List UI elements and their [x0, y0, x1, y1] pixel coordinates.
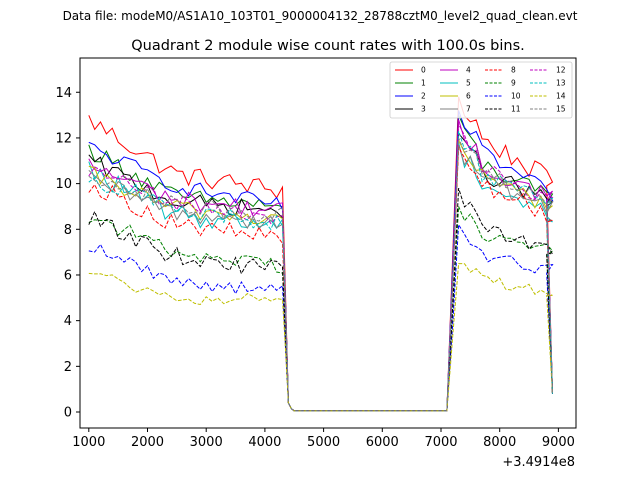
legend-label-14: 14 [556, 92, 566, 101]
legend-label-4: 4 [466, 66, 471, 75]
legend-label-3: 3 [421, 105, 426, 114]
x-tick-label: 2000 [131, 435, 164, 450]
x-tick-label: 5000 [307, 435, 340, 450]
legend-frame [389, 61, 573, 119]
x-tick-label: 7000 [424, 435, 457, 450]
legend-label-15: 15 [556, 105, 566, 114]
y-tick-label: 0 [64, 406, 72, 421]
y-tick-label: 4 [64, 314, 72, 329]
legend-label-13: 13 [556, 79, 566, 88]
legend-label-8: 8 [511, 66, 516, 75]
y-tick-label: 2 [64, 360, 72, 375]
chart-title: Quadrant 2 module wise count rates with … [131, 38, 525, 54]
series-line-14 [88, 263, 553, 412]
y-tick-label: 12 [55, 131, 72, 146]
legend-label-6: 6 [466, 92, 471, 101]
legend-label-0: 0 [421, 66, 426, 75]
y-tick-label: 6 [64, 268, 72, 283]
legend-label-1: 1 [421, 79, 426, 88]
figure-suptitle: Data file: modeM0/AS1A10_103T01_90000041… [63, 9, 578, 23]
y-tick-label: 14 [55, 86, 72, 101]
legend-label-9: 9 [511, 79, 516, 88]
legend-label-7: 7 [466, 105, 471, 114]
x-tick-label: 1000 [72, 435, 105, 450]
legend-label-12: 12 [556, 66, 566, 75]
plot-area: 1000 2000 3000 4000 5000 6000 7000 8000 9000 0 2 4 6… [55, 57, 577, 450]
legend-label-10: 10 [511, 92, 521, 101]
x-tick-label: 4000 [248, 435, 281, 450]
x-tick-label: 9000 [542, 435, 575, 450]
y-tick-label: 10 [55, 177, 72, 192]
legend-label-2: 2 [421, 92, 426, 101]
x-tick-label: 8000 [483, 435, 516, 450]
y-tick-label: 8 [64, 223, 72, 238]
series-line-8 [88, 145, 553, 412]
series-line-10 [88, 223, 554, 412]
x-tick-label: 3000 [190, 435, 223, 450]
x-tick-label: 6000 [366, 435, 399, 450]
legend-label-11: 11 [511, 105, 521, 114]
x-offset-label: +3.4914e8 [502, 455, 575, 470]
legend-label-5: 5 [466, 79, 471, 88]
axes-frame [79, 57, 577, 429]
